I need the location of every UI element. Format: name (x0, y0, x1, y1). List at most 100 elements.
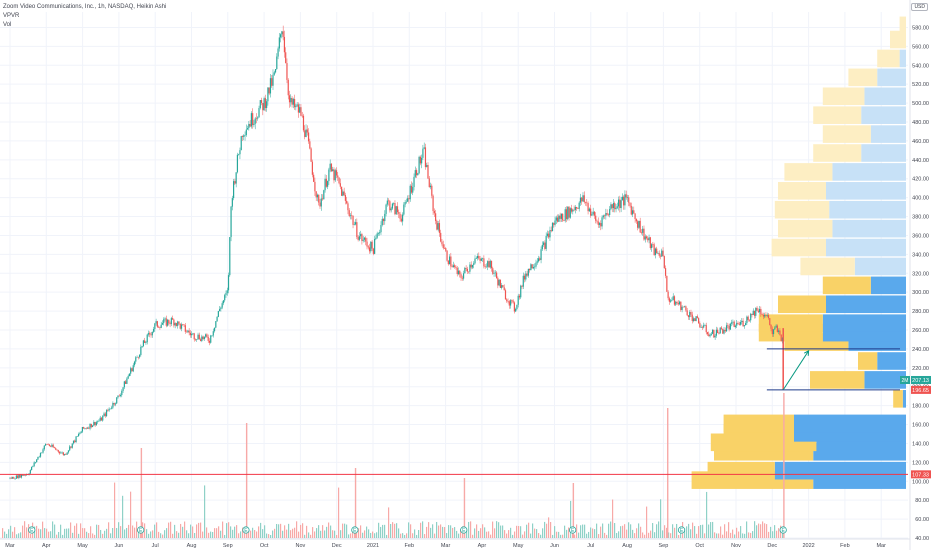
candle-body (315, 191, 317, 198)
volume-bar (342, 523, 344, 538)
candle-body (711, 329, 714, 334)
volume-bar (204, 485, 206, 538)
candle-body (311, 161, 313, 175)
volume-bar (426, 526, 428, 538)
candle-body (767, 315, 770, 319)
volume-bar (614, 523, 616, 538)
candle-body (224, 295, 226, 301)
candle-body (438, 223, 441, 233)
candle-body (122, 387, 124, 391)
time-tick-label: Sep (659, 543, 669, 549)
volume-bar (516, 525, 518, 538)
candle-body (219, 309, 221, 312)
candle-body (89, 423, 91, 429)
volume-bar (334, 530, 336, 538)
candle-body (612, 203, 615, 209)
volume-bar (474, 528, 476, 538)
price-tick-label: 540.00 (912, 63, 929, 69)
candle-body (81, 426, 84, 432)
candle-body (482, 258, 484, 259)
candle-body (664, 268, 667, 276)
volume-bar (742, 533, 744, 538)
candle-body (243, 135, 245, 137)
price-tick-label: 260.00 (912, 328, 929, 334)
candle-body (465, 267, 467, 269)
candle-body (494, 272, 496, 274)
legend-volume[interactable]: Vol (3, 22, 12, 28)
candle-body (113, 403, 115, 405)
earnings-marker-circle (460, 526, 468, 534)
volume-bar (394, 523, 396, 538)
volume-bar (494, 528, 496, 538)
volume-bar (622, 525, 624, 538)
price-tick-label: 60.00 (915, 517, 929, 523)
candle-body (240, 136, 242, 151)
candle-body (454, 265, 456, 267)
earnings-marker: E (677, 526, 686, 534)
candle-body (165, 318, 167, 326)
candle-body (210, 335, 212, 343)
candle-body (464, 267, 466, 274)
legend-vpvr[interactable]: VPVR (3, 13, 20, 19)
volume-bar (670, 533, 672, 538)
currency-button[interactable]: USD (911, 3, 928, 11)
candle-body (672, 296, 674, 300)
time-tick-label: Apr (42, 543, 51, 549)
candle-body (201, 336, 203, 341)
volume-bar (318, 525, 320, 538)
price-tick-label: 440.00 (912, 158, 929, 164)
candle-body (670, 300, 672, 302)
candle-body (103, 413, 105, 417)
candle-body (367, 246, 369, 248)
volume-bar (104, 530, 106, 538)
candle-body (161, 323, 164, 325)
candle-body (540, 249, 542, 260)
volume-bar (404, 534, 406, 538)
time-tick-label: Mar (441, 543, 451, 549)
volume-bar (268, 534, 270, 538)
candle-body (447, 260, 449, 265)
candle-body (205, 334, 207, 337)
volume-bar (288, 523, 290, 538)
volume-bar (78, 533, 80, 538)
volume-bar (610, 521, 612, 538)
earnings-marker: E (779, 526, 787, 534)
candle-body (17, 475, 19, 479)
volume-bar (640, 526, 642, 538)
candle-body (137, 356, 139, 358)
volume-bar (508, 530, 510, 538)
candle-body (253, 123, 255, 126)
candle-body (36, 459, 38, 463)
volume-bar (250, 530, 252, 538)
volume-bar (198, 522, 200, 538)
volume-bar (774, 525, 776, 538)
volume-bar (210, 531, 212, 538)
volume-bar (368, 529, 370, 538)
candle-body (579, 197, 582, 203)
candle-body (448, 256, 451, 265)
candle-body (300, 107, 302, 116)
volume-bar (502, 525, 504, 538)
volume-bar (738, 531, 740, 538)
volume-bar (340, 530, 342, 538)
candle-body (738, 323, 740, 325)
volume-bar (542, 528, 544, 538)
candle-body (479, 258, 481, 261)
candle-body (644, 236, 646, 240)
volume-bar (664, 525, 666, 538)
volume-profile-up-bar (877, 68, 906, 87)
candle-body (56, 449, 58, 451)
candle-body (133, 361, 136, 366)
candle-body (136, 356, 138, 358)
candle-body (751, 313, 753, 315)
candle-body (546, 233, 549, 236)
volume-bar (6, 533, 8, 538)
volume-profile-down-bar (800, 257, 855, 276)
candle-body (555, 217, 557, 221)
candle-body (593, 211, 596, 216)
candle-body (399, 213, 401, 219)
volume-bar (92, 533, 94, 538)
volume-bar (472, 534, 474, 538)
volume-profile-up-bar (902, 390, 906, 408)
